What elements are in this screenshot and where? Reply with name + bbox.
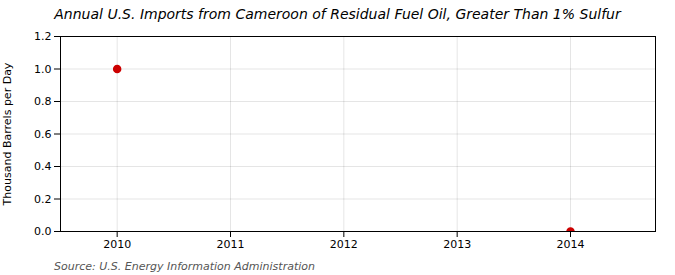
svg-text:2010: 2010 (103, 238, 131, 251)
svg-text:1.2: 1.2 (34, 30, 52, 43)
svg-text:Thousand Barrels per Day: Thousand Barrels per Day (1, 62, 14, 206)
svg-text:2014: 2014 (557, 238, 585, 251)
svg-text:0.2: 0.2 (34, 193, 52, 206)
svg-text:0.4: 0.4 (34, 160, 52, 173)
svg-text:2011: 2011 (217, 238, 245, 251)
svg-text:0.6: 0.6 (34, 128, 52, 141)
html-text:Annual U.S. Imports from Camer: Annual U.S. Imports from Cameroon of Res… (54, 6, 621, 22)
svg-text:1.0: 1.0 (34, 63, 52, 76)
svg-text:2012: 2012 (330, 238, 358, 251)
svg-text:0.0: 0.0 (34, 225, 52, 238)
svg-text:2013: 2013 (443, 238, 471, 251)
html-text:Source: U.S. Energy Informatio: Source: U.S. Energy Information Administ… (54, 260, 315, 273)
svg-text:0.8: 0.8 (34, 95, 52, 108)
